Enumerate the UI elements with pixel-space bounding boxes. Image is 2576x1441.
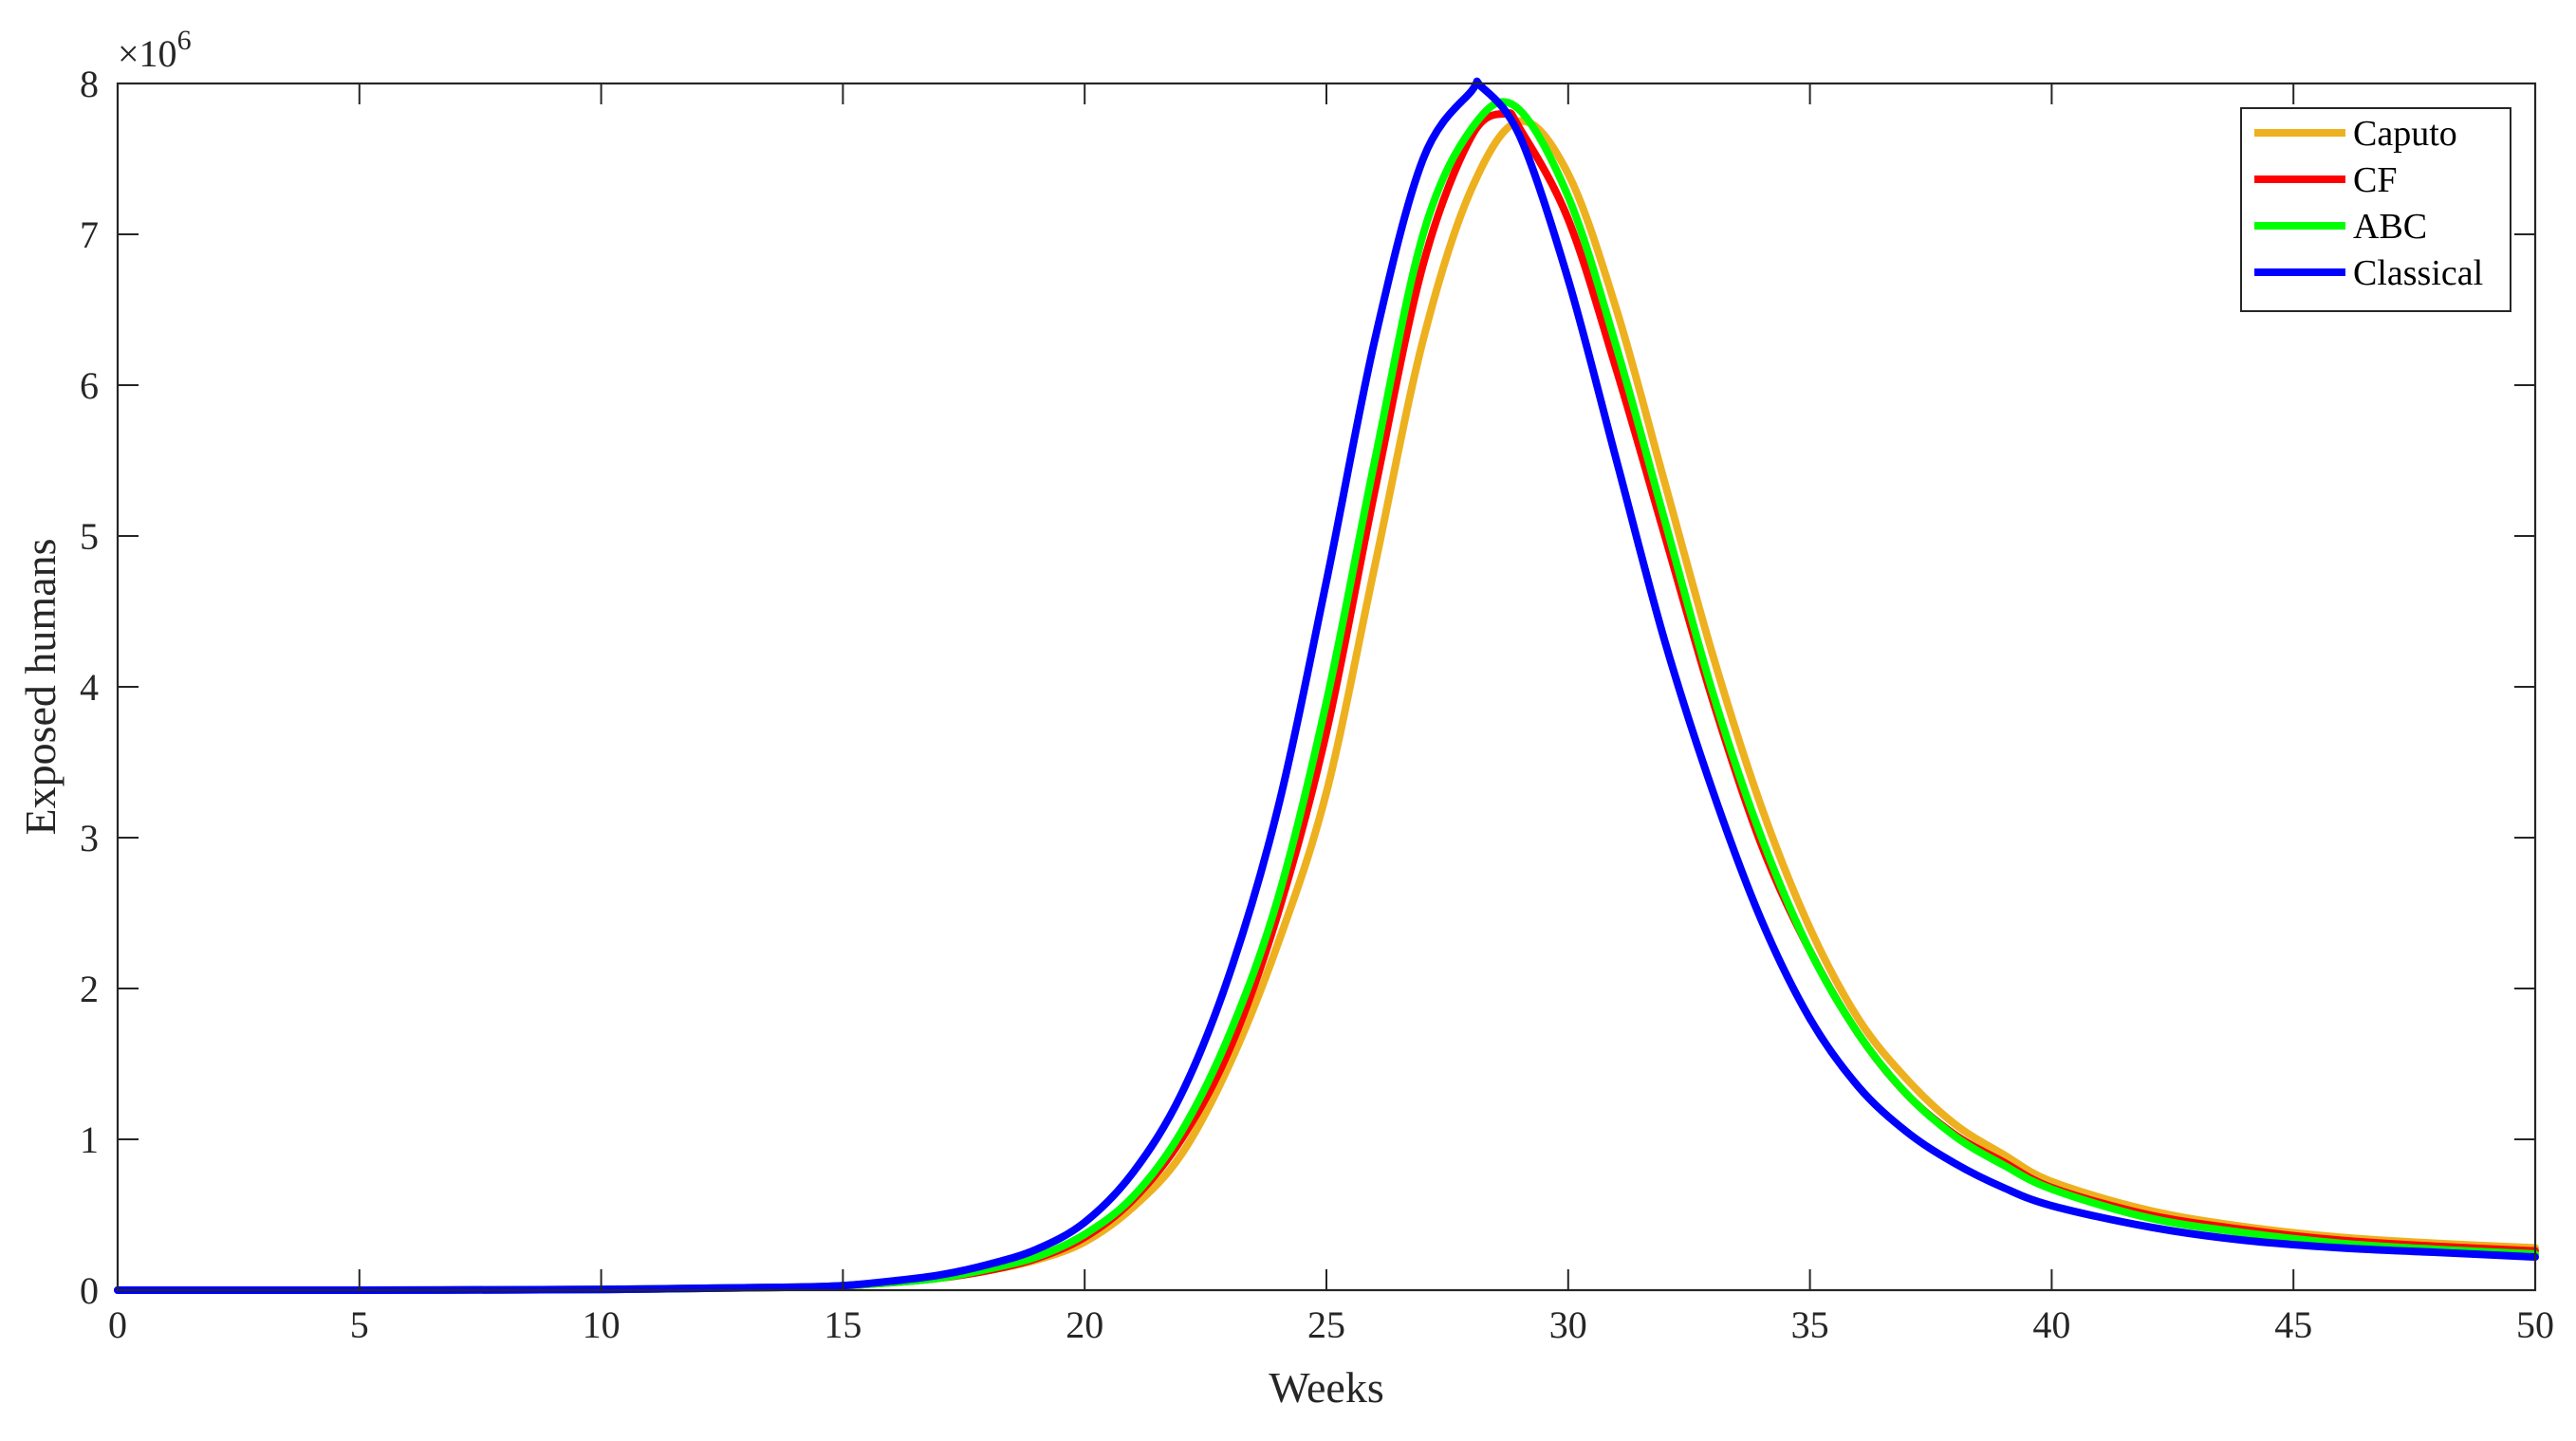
series-line-classical [114, 77, 2539, 1294]
y-tick-label: 7 [80, 213, 99, 256]
y-tick-label: 2 [80, 968, 99, 1010]
x-tick-label: 0 [108, 1303, 127, 1346]
y-exponent-power: 6 [177, 25, 192, 56]
axes-layer: 0 5 10 15 20 25 30 35 40 45 50012345678×106WeeksEx… [16, 25, 2554, 1412]
series-layer [114, 77, 2539, 1294]
legend-label-classical: Classical [2353, 253, 2483, 293]
x-tick-label: 30 [1549, 1303, 1587, 1346]
legend-label-abc: ABC [2353, 207, 2427, 247]
legend-label-caputo: Caputo [2353, 114, 2457, 154]
x-tick-label: 25 [1307, 1303, 1345, 1346]
legend-box [2240, 107, 2511, 312]
y-tick-label: 3 [80, 817, 99, 859]
y-exponent-label: ×106 [118, 25, 192, 75]
y-tick-label: 1 [80, 1118, 99, 1161]
y-tick-label: 8 [80, 63, 99, 105]
y-axis-title: Exposed humans [16, 538, 65, 835]
y-tick-label: 4 [80, 666, 99, 709]
y-tick-label: 5 [80, 515, 99, 558]
x-tick-label: 20 [1066, 1303, 1103, 1346]
legend: Caputo CF ABC Classical [2240, 107, 2511, 312]
x-tick-label: 15 [824, 1303, 862, 1346]
y-tick-label: 0 [80, 1269, 99, 1312]
x-tick-label: 50 [2516, 1303, 2554, 1346]
x-tick-label: 40 [2032, 1303, 2070, 1346]
x-tick-label: 35 [1791, 1303, 1829, 1346]
x-tick-label: 45 [2274, 1303, 2312, 1346]
x-axis-title: Weeks [1269, 1363, 1383, 1412]
legend-label-cf: CF [2353, 160, 2397, 200]
x-tick-label: 5 [350, 1303, 369, 1346]
y-tick-label: 6 [80, 364, 99, 407]
x-tick-label: 10 [583, 1303, 621, 1346]
